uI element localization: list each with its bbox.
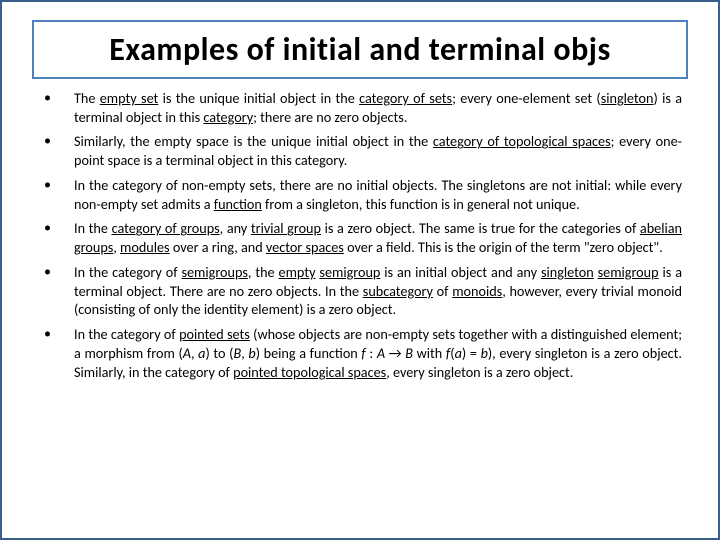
bullet-item: The empty set is the unique initial obje… [38,89,682,126]
title-box: Examples of initial and terminal objs [32,20,688,79]
bullet-item: In the category of non-empty sets, there… [38,176,682,213]
bullet-item: In the category of semigroups, the empty… [38,263,682,319]
bullet-item: In the category of groups, any trivial g… [38,219,682,256]
bullet-list: The empty set is the unique initial obje… [38,89,682,381]
bullet-item: In the category of pointed sets (whose o… [38,325,682,381]
bullet-item: Similarly, the empty space is the unique… [38,132,682,169]
content-area: The empty set is the unique initial obje… [38,89,682,381]
slide-title: Examples of initial and terminal objs [48,30,672,69]
